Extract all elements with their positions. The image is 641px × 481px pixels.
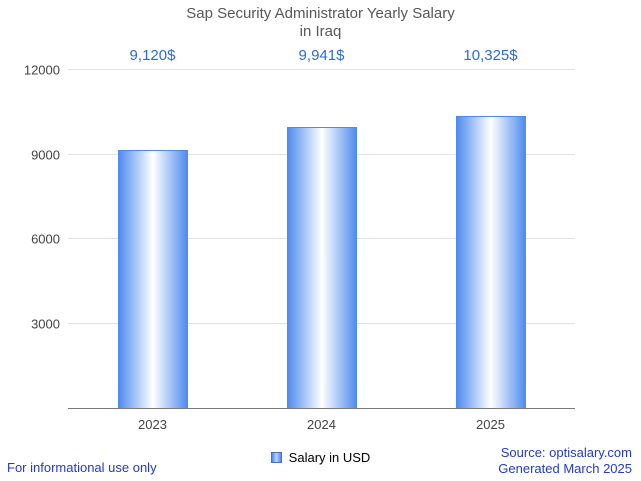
y-axis-label: 3000: [31, 316, 60, 331]
chart-title-line1: Sap Security Administrator Yearly Salary: [186, 5, 455, 22]
generated-date: Generated March 2025: [498, 461, 632, 476]
chart-title: Sap Security Administrator Yearly Salary…: [0, 5, 641, 41]
bar: [286, 127, 357, 408]
disclaimer-text: For informational use only: [7, 460, 157, 475]
x-axis-label: 2023: [138, 417, 167, 432]
chart-title-line2: in Iraq: [299, 23, 342, 40]
gridline: [68, 69, 575, 70]
bar-value-label: 10,325$: [463, 47, 518, 64]
bar-value-label: 9,120$: [129, 47, 176, 64]
y-axis-label: 6000: [31, 231, 60, 247]
bar: [455, 116, 526, 408]
y-axis-label: 12000: [23, 62, 60, 78]
bar-value-label: 9,941$: [298, 47, 345, 64]
legend-swatch-icon: [270, 452, 282, 463]
legend-label: Salary in USD: [288, 450, 371, 465]
plot-area: 3000 6000 9000 12000 9,120$ 2023 9,941$ 2024 10,…: [24, 47, 575, 432]
y-axis-label: 9000: [31, 147, 60, 162]
x-axis-label: 2025: [476, 417, 505, 432]
source-link[interactable]: Source: optisalary.com: [500, 445, 632, 460]
bar: [117, 150, 188, 408]
legend: Salary in USD: [0, 450, 641, 465]
x-axis-label: 2024: [307, 417, 336, 432]
source-block: Source: optisalary.com Generated March 2…: [498, 445, 632, 477]
